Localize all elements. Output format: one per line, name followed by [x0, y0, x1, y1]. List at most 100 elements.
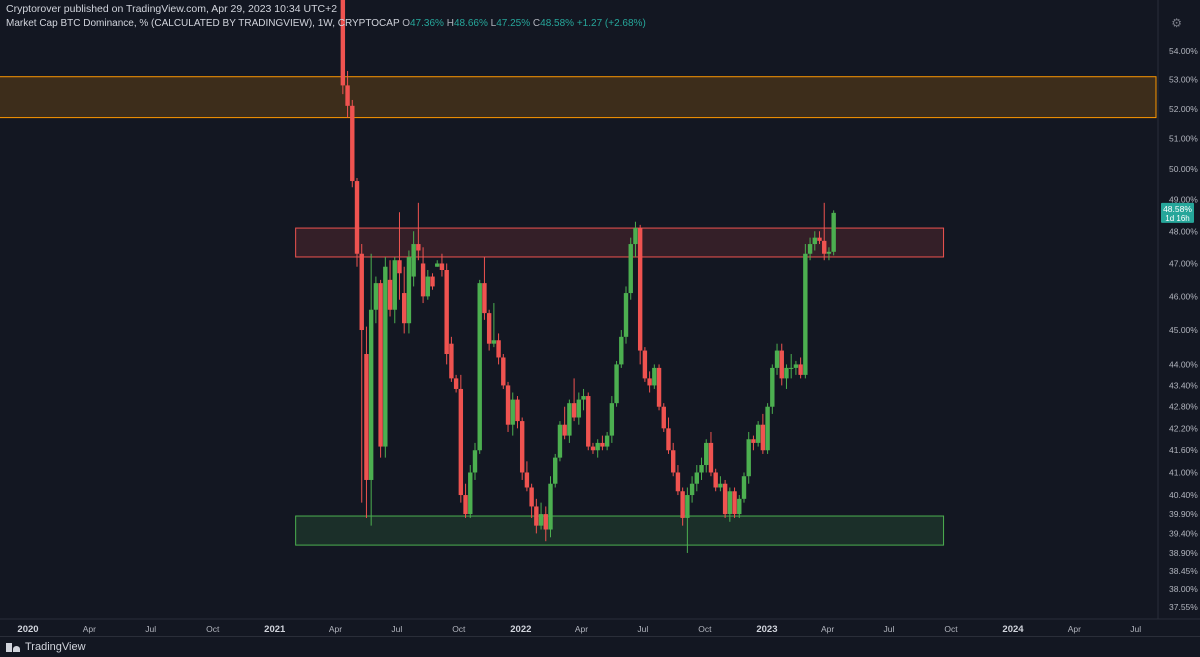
- candle-body: [581, 396, 586, 400]
- ohlc-close-label: C: [532, 18, 541, 29]
- time-tick-label: Jul: [884, 624, 895, 634]
- candle-body: [449, 343, 454, 379]
- candle-body: [392, 260, 397, 310]
- candle-body: [746, 439, 751, 477]
- price-tick-label: 51.00%: [1169, 133, 1198, 143]
- resistance-zone[interactable]: [295, 227, 945, 258]
- price-tick-label: 43.40%: [1169, 380, 1198, 390]
- tradingview-logo-icon: [6, 642, 20, 652]
- candle-body: [519, 421, 525, 473]
- time-tick-label: 2020: [17, 624, 38, 635]
- candle-body: [444, 269, 449, 355]
- ohlc-close: 48.58%: [540, 18, 575, 29]
- price-tick-label: 50.00%: [1169, 164, 1198, 174]
- candle-body: [397, 260, 402, 274]
- time-tick-label: Apr: [1068, 624, 1081, 634]
- candle-body: [755, 424, 761, 443]
- candle-body: [557, 424, 563, 458]
- candle-body: [435, 263, 440, 267]
- candle-body: [439, 263, 445, 270]
- time-tick-label: Oct: [698, 624, 712, 634]
- candle-body: [689, 483, 695, 496]
- candle-body: [359, 253, 364, 331]
- support-zone[interactable]: [295, 515, 945, 546]
- candle-body: [354, 181, 360, 254]
- price-tick-label: 41.60%: [1169, 445, 1198, 455]
- time-tick-label: 2022: [510, 624, 531, 635]
- candle-body: [614, 364, 619, 404]
- price-tick-label: 38.45%: [1169, 566, 1198, 576]
- candle-body: [458, 388, 464, 496]
- candle-body: [671, 450, 676, 473]
- price-tick-label: 54.00%: [1169, 46, 1198, 56]
- gear-icon[interactable]: ⚙: [1171, 16, 1182, 30]
- ohlc-high-label: H: [446, 18, 454, 29]
- candle-body: [543, 514, 548, 530]
- price-tick-label: 39.40%: [1169, 528, 1198, 538]
- candle-body: [364, 354, 369, 480]
- time-tick-label: Oct: [944, 624, 958, 634]
- last-price-value: 48.58%: [1163, 204, 1192, 214]
- price-tick-label: 39.90%: [1169, 509, 1198, 519]
- candle-body: [402, 293, 407, 324]
- candle-body: [675, 472, 681, 492]
- ohlc-open-label: O: [402, 18, 410, 29]
- candle-body: [722, 483, 728, 515]
- top-zone[interactable]: [0, 76, 1157, 119]
- candle-body: [562, 424, 567, 436]
- time-tick-label: Jul: [145, 624, 156, 634]
- candle-body: [822, 240, 827, 254]
- time-tick-label: 2021: [264, 624, 286, 635]
- candle-body: [340, 0, 346, 86]
- ohlc-open: 47.36%: [410, 18, 444, 29]
- candle-body: [571, 403, 577, 418]
- candle-body: [529, 487, 534, 507]
- price-tick-label: 48.00%: [1169, 226, 1198, 236]
- candle-body: [600, 442, 605, 447]
- candle-body: [482, 283, 487, 314]
- candle-body: [553, 457, 558, 484]
- candle-body: [406, 256, 412, 324]
- price-tick-label: 40.40%: [1169, 490, 1198, 500]
- candle-body: [741, 476, 747, 499]
- candle-body: [817, 237, 822, 241]
- price-tick-label: 38.00%: [1169, 584, 1198, 594]
- candle-body: [642, 350, 648, 379]
- candle-body: [586, 396, 591, 447]
- candle-body: [383, 266, 388, 447]
- candle-body: [803, 253, 808, 375]
- price-tick-label: 53.00%: [1169, 75, 1198, 85]
- candle-body: [751, 439, 756, 443]
- candle-body: [708, 442, 714, 473]
- candle-body: [548, 483, 553, 530]
- price-tick-label: 52.00%: [1169, 104, 1198, 114]
- candle-body: [637, 228, 643, 351]
- candle-body: [425, 276, 430, 297]
- candle-body: [699, 465, 704, 473]
- candle-body: [387, 279, 393, 310]
- candle-body: [765, 406, 770, 451]
- candle-body: [524, 472, 530, 488]
- candle-body: [595, 442, 600, 451]
- candle-body: [468, 472, 473, 515]
- candle-body: [463, 495, 468, 515]
- candle-body: [770, 367, 775, 407]
- candle-body: [368, 309, 374, 480]
- time-tick-label: Jul: [637, 624, 648, 634]
- price-tick-label: 42.80%: [1169, 402, 1198, 412]
- candle-body: [378, 283, 383, 447]
- candle-body: [505, 385, 511, 425]
- candle-body: [590, 446, 596, 451]
- candle-body: [788, 367, 794, 369]
- candle-body: [619, 336, 624, 365]
- ohlc-low: 47.25%: [496, 18, 531, 29]
- ohlc-high: 48.66%: [453, 18, 488, 29]
- price-tick-label: 47.00%: [1169, 258, 1198, 268]
- time-tick-label: Apr: [83, 624, 96, 634]
- candle-body: [737, 498, 742, 515]
- candle-body: [567, 403, 572, 436]
- candle-body: [826, 251, 832, 254]
- time-tick-label: 2024: [1002, 624, 1024, 635]
- price-tick-label: 49.00%: [1169, 195, 1198, 205]
